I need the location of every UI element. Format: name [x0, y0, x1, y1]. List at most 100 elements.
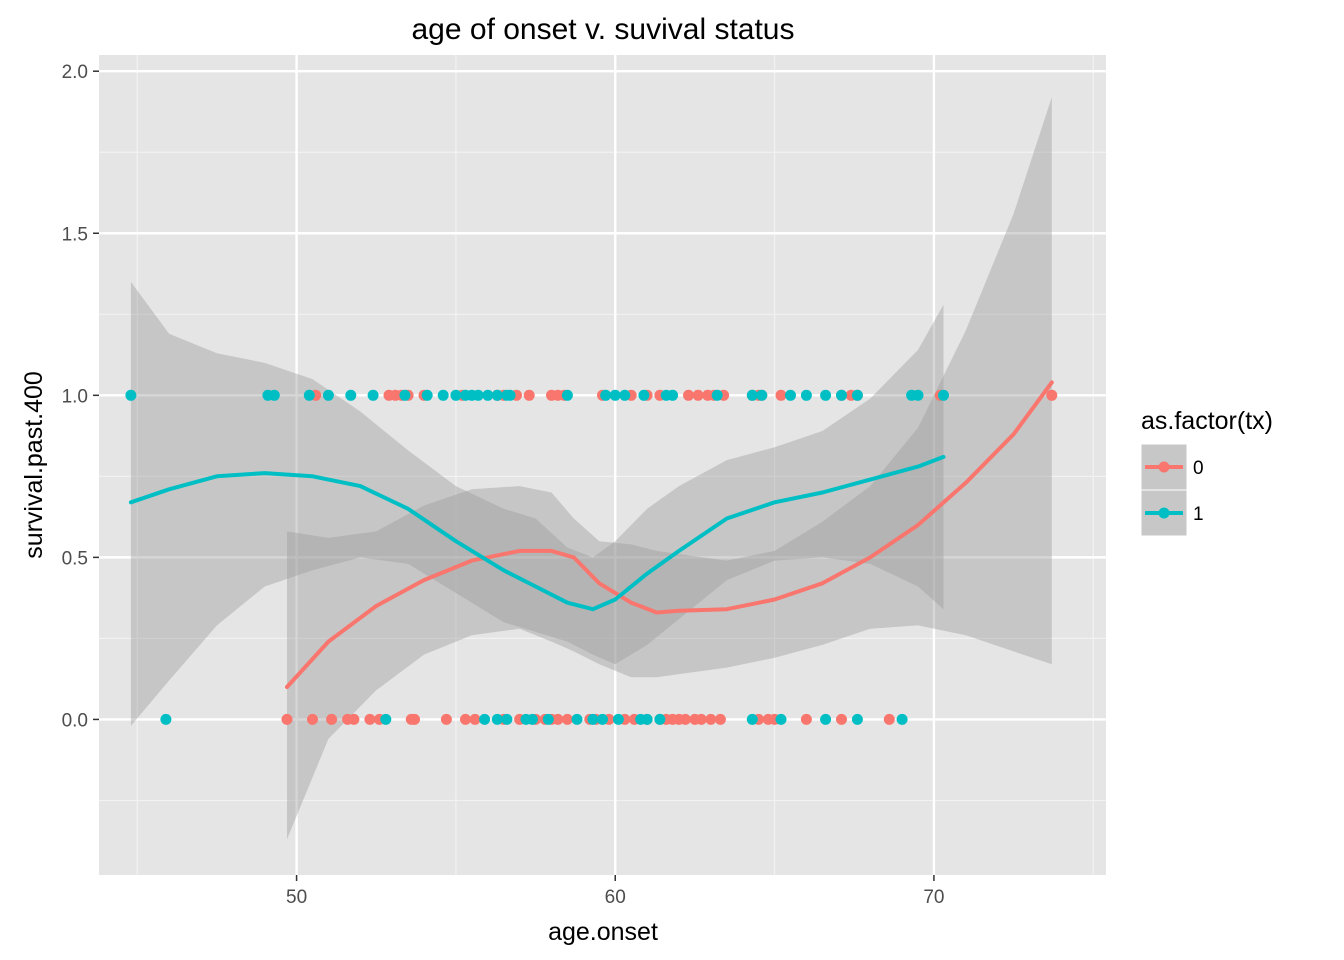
data-point-1 [851, 389, 863, 401]
data-point-1 [851, 713, 863, 725]
data-point-1 [479, 713, 491, 725]
data-point-1 [587, 713, 599, 725]
data-point-0 [679, 713, 691, 725]
data-point-1 [938, 389, 949, 401]
data-point-0 [440, 713, 452, 725]
y-tick-label: 2.0 [62, 62, 88, 83]
data-point-1 [775, 713, 787, 725]
data-point-1 [472, 389, 484, 401]
data-point-0 [281, 713, 293, 725]
x-axis-title: age.onset [548, 918, 658, 946]
data-point-1 [526, 713, 538, 725]
data-point-0 [364, 713, 376, 725]
data-point-1 [711, 389, 723, 401]
legend-dot-1 [1158, 507, 1170, 519]
confidence-bands [130, 97, 1052, 840]
data-point-0 [705, 713, 717, 725]
smooth-line-1 [128, 454, 946, 612]
data-point-1 [619, 389, 631, 401]
data-point-1 [638, 389, 650, 401]
data-point-0 [714, 713, 726, 725]
data-point-0 [552, 713, 564, 725]
y-axis: 0.0 0.5 1.0 1.5 2.0 [62, 62, 99, 731]
data-point-1 [345, 389, 357, 401]
data-point-1 [756, 389, 768, 401]
data-point-0 [307, 713, 318, 725]
data-point-1 [746, 389, 758, 401]
data-point-1 [322, 389, 334, 401]
data-point-0 [800, 713, 812, 725]
x-tick-label: 70 [923, 887, 944, 908]
confidence-band-0 [287, 97, 1052, 840]
y-tick-label: 1.5 [62, 224, 88, 245]
data-point-1 [504, 389, 516, 401]
data-point-1 [450, 389, 462, 401]
data-point-1 [654, 713, 666, 725]
data-point-1 [800, 389, 812, 401]
data-point-1 [820, 713, 832, 725]
smooth-lines [128, 380, 1054, 689]
data-point-1 [785, 389, 796, 401]
data-point-1 [367, 389, 379, 401]
data-point-0 [460, 713, 471, 725]
data-point-1 [597, 713, 608, 725]
data-point-1 [399, 389, 411, 401]
data-point-1 [501, 713, 513, 725]
data-point-0 [326, 713, 338, 725]
data-point-1 [268, 389, 280, 401]
data-point-0 [775, 389, 787, 401]
data-point-1 [820, 389, 832, 401]
data-point-1 [421, 389, 433, 401]
data-point-0 [683, 389, 694, 401]
data-point-0 [695, 713, 707, 725]
data-point-0 [692, 389, 704, 401]
data-point-1 [612, 713, 624, 725]
data-point-1 [491, 713, 503, 725]
data-point-1 [641, 713, 653, 725]
data-point-0 [1046, 389, 1058, 401]
smooth-line-0 [285, 380, 1054, 689]
minor-grid [99, 55, 1106, 875]
data-point-1 [667, 389, 679, 401]
y-tick-label: 1.0 [62, 386, 88, 407]
data-point-0 [348, 713, 360, 725]
x-tick-label: 50 [286, 887, 307, 908]
data-point-0 [409, 713, 420, 725]
data-point-0 [523, 389, 535, 401]
legend-label-1: 1 [1193, 504, 1204, 525]
plot-panel [99, 55, 1106, 875]
x-tick-label: 60 [605, 887, 626, 908]
legend-title: as.factor(tx) [1141, 407, 1273, 435]
data-point-1 [380, 713, 392, 725]
data-point-1 [912, 389, 924, 401]
data-point-0 [883, 713, 895, 725]
confidence-band-1 [130, 281, 944, 726]
x-axis: 50 60 70 [286, 875, 944, 908]
data-point-1 [609, 389, 621, 401]
data-point-1 [600, 389, 612, 401]
data-points [125, 389, 1058, 725]
data-point-1 [491, 389, 503, 401]
data-point-0 [561, 713, 573, 725]
data-point-1 [746, 713, 758, 725]
data-point-0 [836, 713, 847, 725]
data-point-1 [125, 389, 137, 401]
y-tick-label: 0.5 [62, 548, 88, 569]
data-point-1 [896, 713, 908, 725]
data-point-1 [561, 389, 573, 401]
data-point-1 [160, 713, 172, 725]
data-point-1 [303, 389, 315, 401]
data-point-0 [469, 713, 481, 725]
legend: as.factor(tx) 0 1 [1140, 407, 1273, 537]
data-point-1 [542, 713, 554, 725]
data-point-1 [571, 713, 583, 725]
legend-label-0: 0 [1193, 458, 1204, 479]
data-point-1 [836, 389, 847, 401]
data-point-1 [482, 389, 494, 401]
chart-title: age of onset v. suvival status [412, 13, 795, 46]
y-tick-label: 0.0 [62, 710, 88, 731]
data-point-1 [437, 389, 449, 401]
legend-dot-0 [1158, 461, 1170, 473]
y-axis-title: survival.past.400 [20, 371, 48, 559]
